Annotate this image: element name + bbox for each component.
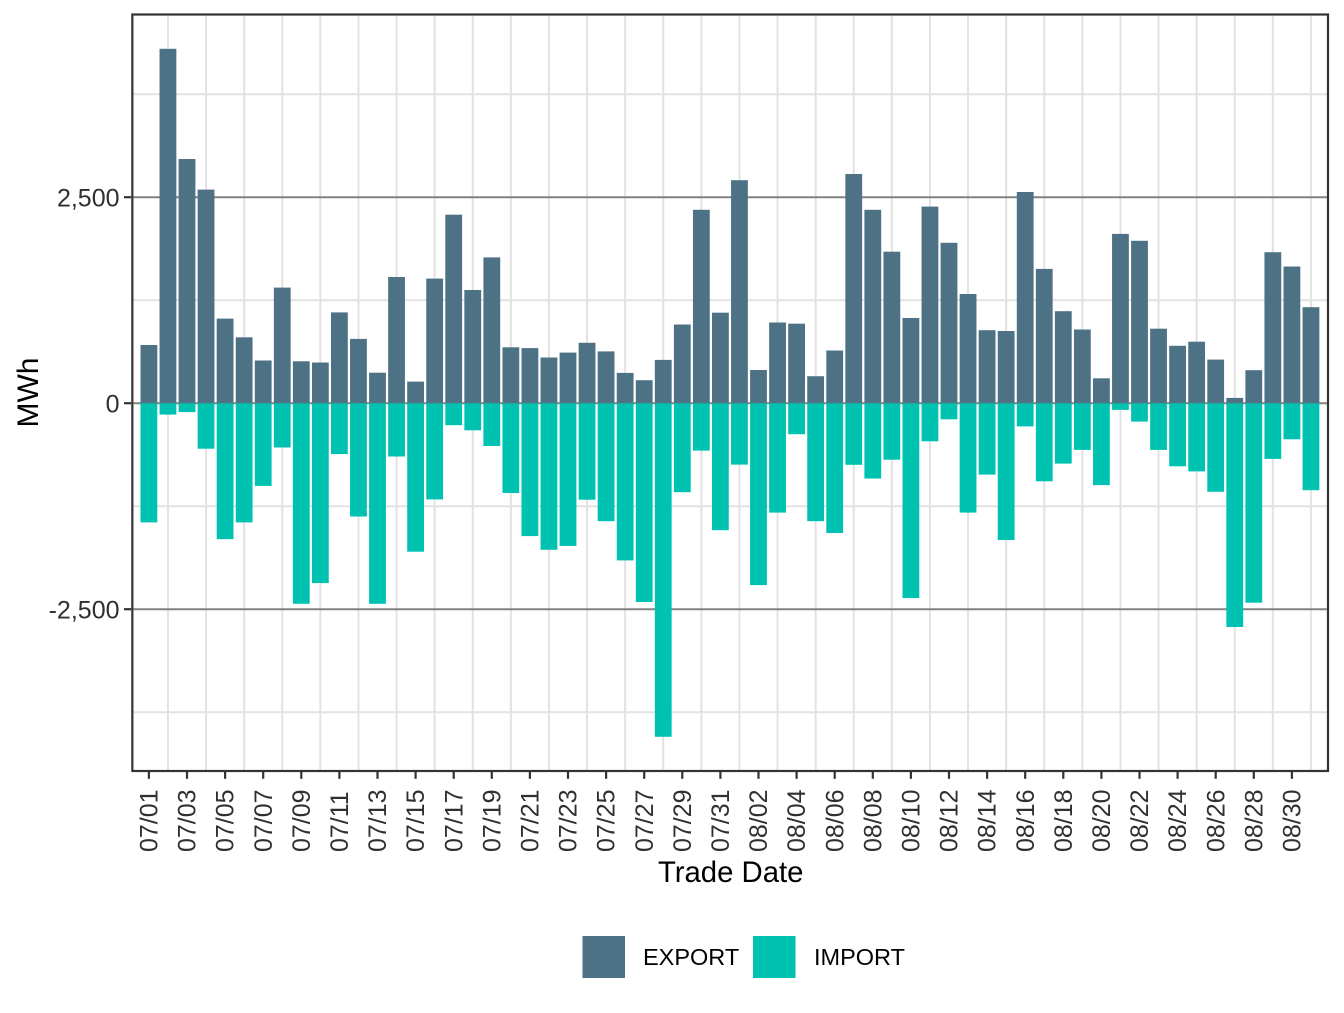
svg-text:-2,500: -2,500	[49, 596, 120, 624]
svg-text:EXPORT: EXPORT	[643, 944, 739, 970]
svg-text:07/19: 07/19	[478, 789, 506, 852]
svg-text:Trade Date: Trade Date	[658, 856, 803, 889]
svg-text:08/26: 08/26	[1202, 789, 1230, 852]
svg-text:07/05: 07/05	[212, 789, 240, 852]
svg-text:07/15: 07/15	[402, 789, 430, 852]
svg-text:08/16: 08/16	[1012, 789, 1040, 852]
svg-text:08/04: 08/04	[783, 789, 811, 852]
svg-text:08/18: 08/18	[1050, 789, 1078, 852]
svg-text:08/02: 08/02	[745, 789, 773, 852]
svg-text:07/09: 07/09	[288, 789, 316, 852]
svg-text:07/17: 07/17	[440, 789, 468, 852]
svg-text:07/01: 07/01	[135, 789, 163, 852]
svg-text:MWh: MWh	[12, 358, 45, 428]
svg-text:08/24: 08/24	[1164, 789, 1192, 852]
svg-text:08/06: 08/06	[821, 789, 849, 852]
svg-text:07/25: 07/25	[593, 789, 621, 852]
svg-text:08/22: 08/22	[1126, 789, 1154, 852]
svg-text:07/21: 07/21	[516, 789, 544, 852]
svg-text:0: 0	[106, 390, 120, 418]
svg-text:08/08: 08/08	[859, 789, 887, 852]
svg-text:08/30: 08/30	[1278, 789, 1306, 852]
svg-text:08/20: 08/20	[1088, 789, 1116, 852]
svg-text:07/23: 07/23	[555, 789, 583, 852]
svg-text:IMPORT: IMPORT	[814, 944, 905, 970]
svg-text:07/03: 07/03	[174, 789, 202, 852]
svg-text:07/11: 07/11	[326, 791, 354, 852]
svg-text:2,500: 2,500	[57, 184, 120, 212]
svg-text:07/29: 07/29	[669, 789, 697, 852]
svg-text:07/31: 07/31	[707, 789, 735, 852]
svg-text:08/14: 08/14	[974, 789, 1002, 852]
svg-text:07/13: 07/13	[364, 789, 392, 852]
svg-text:07/27: 07/27	[631, 789, 659, 852]
svg-text:08/28: 08/28	[1240, 789, 1268, 852]
svg-text:08/10: 08/10	[897, 789, 925, 852]
svg-text:07/07: 07/07	[250, 789, 278, 852]
svg-text:08/12: 08/12	[936, 789, 964, 852]
